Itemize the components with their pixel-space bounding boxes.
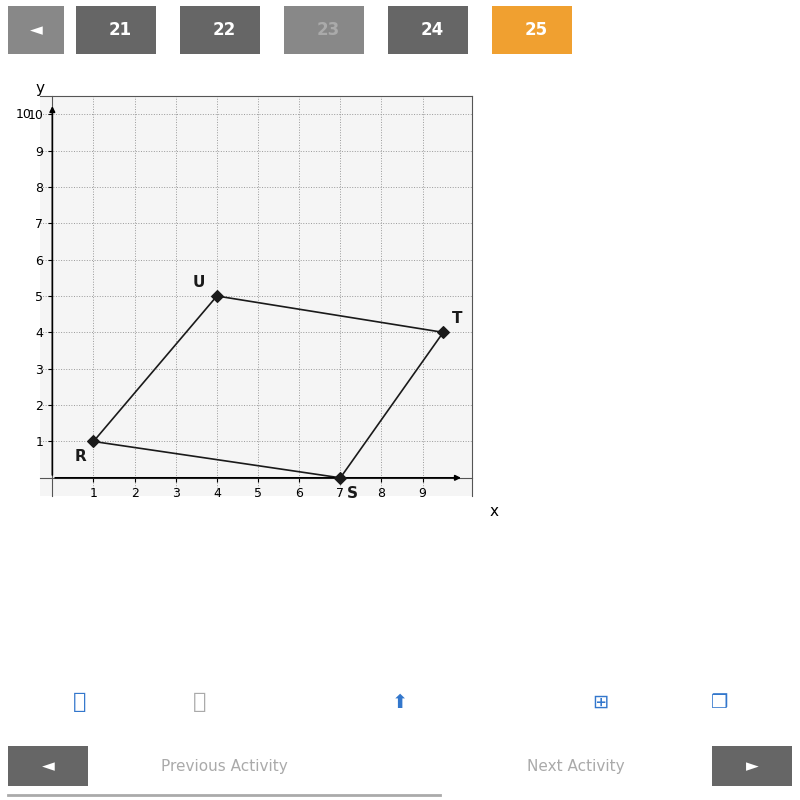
Text: Previous Activity: Previous Activity xyxy=(161,758,287,774)
Text: 22: 22 xyxy=(212,21,236,39)
Text: ⊞: ⊞ xyxy=(592,693,608,711)
Text: ❒: ❒ xyxy=(711,693,729,711)
Text: R: R xyxy=(75,450,86,465)
Text: y: y xyxy=(35,82,45,96)
Bar xyxy=(76,6,156,54)
Point xyxy=(334,471,346,484)
Bar xyxy=(284,6,364,54)
Bar xyxy=(388,6,468,54)
Bar xyxy=(712,746,792,786)
Text: ◄: ◄ xyxy=(30,21,42,39)
Point xyxy=(437,326,450,338)
Text: Next Activity: Next Activity xyxy=(527,758,625,774)
X-axis label: x: x xyxy=(489,504,498,519)
Text: 23: 23 xyxy=(316,21,340,39)
Text: 24: 24 xyxy=(420,21,444,39)
Bar xyxy=(492,6,572,54)
Text: 21: 21 xyxy=(109,21,131,39)
Text: ◄: ◄ xyxy=(42,757,54,775)
Text: 〉: 〉 xyxy=(194,692,206,712)
Text: T: T xyxy=(451,311,462,326)
Bar xyxy=(8,6,64,54)
Bar xyxy=(180,6,260,54)
Point xyxy=(210,290,223,302)
Text: ⬆: ⬆ xyxy=(392,693,408,711)
Point xyxy=(87,435,100,448)
Bar xyxy=(8,746,88,786)
Text: 25: 25 xyxy=(525,21,547,39)
Text: S: S xyxy=(346,486,358,501)
Text: 〈: 〈 xyxy=(74,692,86,712)
Text: 10: 10 xyxy=(16,108,32,121)
Text: U: U xyxy=(192,275,205,290)
Text: ►: ► xyxy=(746,757,758,775)
